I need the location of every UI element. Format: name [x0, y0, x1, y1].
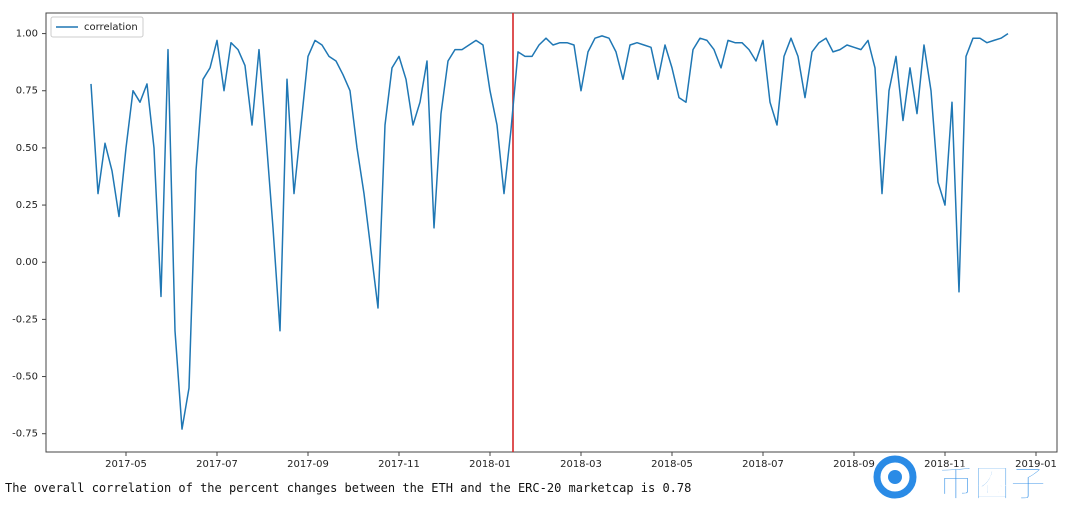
x-tick-label: 2017-09 [287, 459, 329, 470]
chart: correlation 1.00 0.75 0.50 0.25 0.00 -0.25 -0.… [12, 12, 1058, 470]
x-tick-label: 2017-07 [196, 459, 238, 470]
x-tick-label: 2018-09 [833, 459, 875, 470]
y-tick-label: 0.25 [16, 200, 38, 211]
watermark: 币圈子 [937, 464, 1047, 506]
logo-ring [873, 455, 917, 499]
x-tick-label: 2018-11 [924, 459, 966, 470]
x-tick-label: 2017-05 [105, 459, 147, 470]
x-tick-label: 2018-03 [560, 459, 602, 470]
y-tick-label: -0.50 [12, 372, 38, 383]
y-tick-label: 0.50 [16, 143, 38, 154]
y-tick-label: 0.00 [16, 257, 38, 268]
y-tick-label: 0.75 [16, 86, 38, 97]
y-tick-label: -0.75 [12, 429, 38, 440]
x-tick-label: 2017-11 [378, 459, 420, 470]
plot-frame [45, 12, 1058, 453]
x-tick-label: 2018-07 [742, 459, 784, 470]
watermark-logo [873, 455, 917, 499]
logo-dot [888, 470, 902, 484]
output-text: The overall correlation of the percent c… [5, 481, 692, 495]
x-tick-label: 2018-01 [469, 459, 511, 470]
data-line [90, 32, 1009, 430]
legend-box [50, 16, 144, 38]
x-tick-label: 2019-01 [1015, 459, 1057, 470]
y-tick-label: 1.00 [16, 29, 38, 40]
legend-label: correlation [84, 22, 138, 33]
y-tick-label: -0.25 [12, 314, 38, 325]
x-tick-label: 2018-05 [651, 459, 693, 470]
legend: correlation [50, 16, 144, 38]
